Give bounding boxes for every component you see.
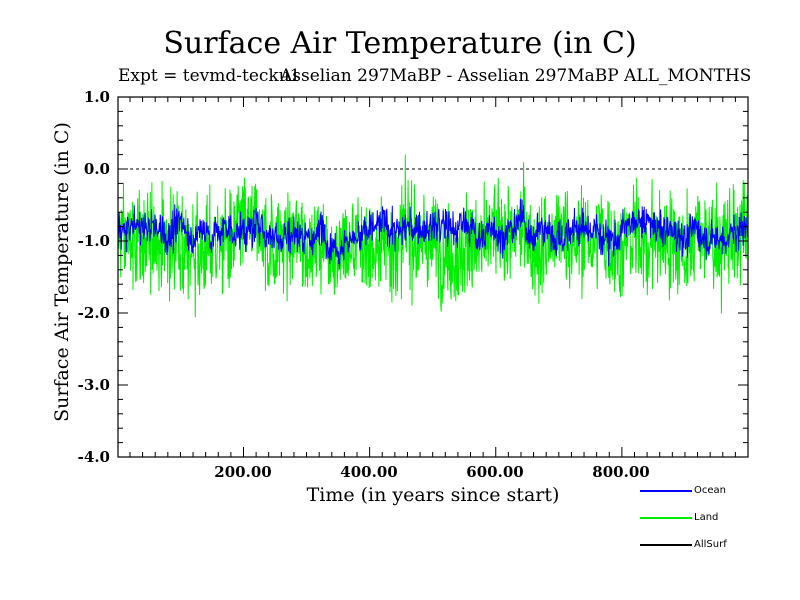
legend-label-ocean: Ocean [694, 485, 726, 496]
experiment-label: Expt = tevmd-tecku1 [118, 66, 301, 86]
series-ocean [117, 198, 749, 269]
legend-label-land: Land [694, 512, 719, 523]
y-tick-label: -2.0 [77, 304, 110, 322]
period-label: Asselian 297MaBP - Asselian 297MaBP [280, 66, 619, 86]
y-tick-label: -1.0 [77, 232, 110, 250]
x-tick-label: 200.00 [214, 463, 272, 481]
x-tick-label: 600.00 [466, 463, 524, 481]
legend-label-allsurf: AllSurf [694, 539, 727, 550]
x-axis-label: Time (in years since start) [306, 484, 560, 506]
chart-title: Surface Air Temperature (in C) [163, 26, 637, 61]
y-tick-label: 1.0 [83, 88, 110, 106]
ocean-series-line [117, 198, 749, 269]
land-series-line [117, 154, 749, 318]
y-tick-label: 0.0 [83, 160, 110, 178]
y-tick-label: -3.0 [77, 376, 110, 394]
y-tick-label: -4.0 [77, 448, 110, 466]
axis-ticks [118, 96, 748, 458]
series-land [117, 154, 749, 318]
x-tick-label: 400.00 [340, 463, 398, 481]
months-label: ALL_MONTHS [624, 66, 752, 86]
x-tick-label: 800.00 [592, 463, 650, 481]
